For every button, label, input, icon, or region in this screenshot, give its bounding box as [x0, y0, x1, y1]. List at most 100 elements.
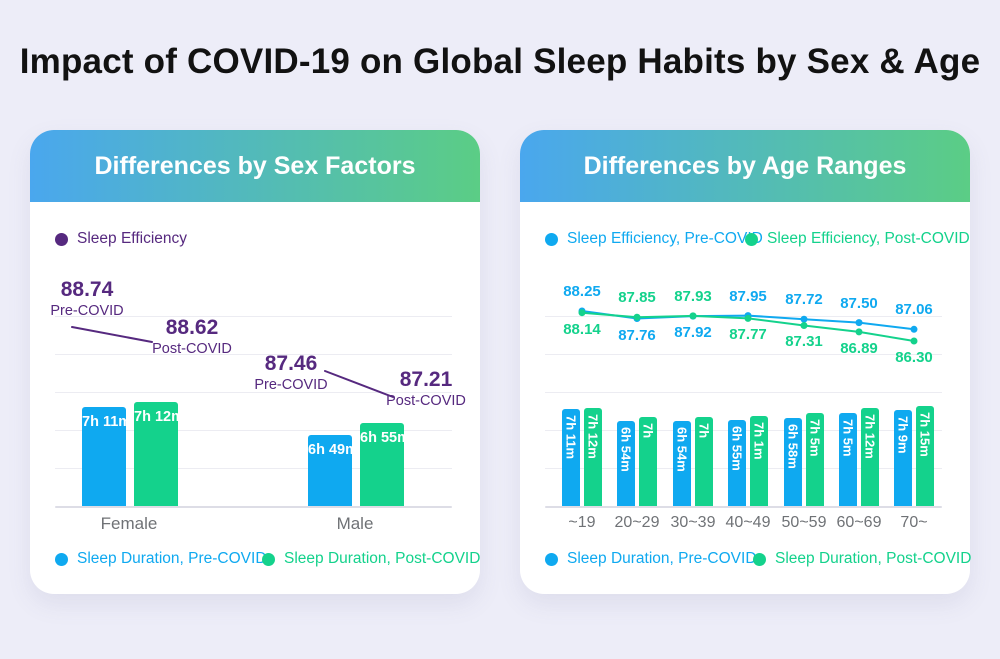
bar-duration-pre-covid: 6h 58m [784, 418, 802, 506]
efficiency-value-label-top: 87.93 [674, 287, 712, 305]
efficiency-value: 88.74 [60, 278, 114, 301]
sex-card-title: Differences by Sex Factors [94, 151, 416, 180]
efficiency-value-label-bottom: 87.31 [785, 333, 823, 351]
legend-dot-duration-post-covid [262, 552, 275, 566]
x-axis-label-age: 30~39 [670, 514, 716, 531]
bar-duration-pre-covid: 6h 49m [308, 435, 358, 506]
bar-duration-post-label: 7h [696, 423, 712, 439]
legend-dot-duration-pre-covid [545, 552, 558, 566]
legend-label-efficiency-post-covid: Sleep Efficiency, Post-COVID [767, 230, 970, 247]
bar-duration-post-covid: 7h [639, 417, 657, 506]
legend-item-sleep-efficiency: Sleep Efficiency [55, 230, 187, 248]
efficiency-value-label-top: 87.50 [840, 294, 878, 312]
efficiency-value-label-bottom: 87.92 [674, 324, 712, 342]
bar-duration-post-covid: 7h 12m [134, 402, 184, 506]
efficiency-value: 87.21 [399, 368, 453, 391]
bar-duration-pre-label: 6h 58m [785, 424, 801, 469]
efficiency-lines-svg [578, 307, 918, 345]
efficiency-value-label-bottom: 87.76 [618, 326, 656, 344]
legend-label-duration-post-covid: Sleep Duration, Post-COVID [775, 550, 972, 567]
bar-duration-pre-label: 7h 11m [563, 415, 579, 460]
bar-duration-pre-covid: 6h 54m [617, 421, 635, 506]
legend-item-efficiency-post-covid: Sleep Efficiency, Post-COVID [745, 230, 970, 248]
gridline [55, 316, 452, 317]
bar-duration-pre-label: 6h 54m [618, 427, 634, 472]
efficiency-value: 88.62 [165, 316, 219, 339]
x-axis-label-age: ~19 [568, 514, 596, 531]
legend-label-efficiency-pre-covid: Sleep Efficiency, Pre-COVID [567, 230, 763, 247]
bar-duration-post-label: 7h [640, 423, 656, 439]
bar-duration-post-label: 7h 12m [862, 414, 878, 459]
efficiency-line-post-covid-point [800, 322, 808, 329]
legend-item-efficiency-pre-covid: Sleep Efficiency, Pre-COVID [545, 230, 763, 248]
sex-chart: Sleep Efficiency 88.74 Pre-COVID 88.62 Post-… [30, 130, 480, 594]
efficiency-annotation: 88.62 Post-COVID [149, 316, 235, 357]
efficiency-value: 87.46 [264, 352, 318, 375]
gridline [545, 354, 942, 355]
bar-duration-post-label: 7h 1m [751, 422, 767, 460]
efficiency-value-label-bottom: 88.14 [563, 320, 601, 338]
bar-duration-pre-label: 6h 54m [674, 427, 690, 472]
bar-duration-pre-label: 6h 49m [308, 442, 358, 458]
legend-item-duration-post-covid: Sleep Duration, Post-COVID [262, 550, 480, 568]
efficiency-sublabel: Post-COVID [386, 393, 466, 409]
gridline [55, 430, 452, 431]
efficiency-value-label-bottom: 87.77 [729, 326, 767, 344]
efficiency-value-label-top: 87.72 [785, 291, 823, 309]
legend-dot-sleep-efficiency [55, 232, 68, 246]
legend-item-duration-pre-covid: Sleep Duration, Pre-COVID [545, 550, 757, 568]
legend-item-duration-post-covid: Sleep Duration, Post-COVID [753, 550, 971, 568]
bar-duration-pre-label: 7h 11m [82, 414, 132, 430]
sex-factors-card: Differences by Sex Factors Sleep Efficie… [30, 130, 480, 594]
bar-duration-pre-covid: 6h 54m [673, 421, 691, 506]
efficiency-line-post-covid-point [578, 309, 586, 317]
efficiency-annotation: 87.46 Pre-COVID [248, 352, 334, 393]
x-axis-label-age: 50~59 [781, 514, 827, 531]
x-axis-label-sex: Female [100, 514, 158, 533]
legend-dot-duration-pre-covid [55, 552, 68, 566]
efficiency-value-label-bottom: 86.30 [895, 349, 933, 367]
bar-duration-post-label: 7h 12m [134, 409, 184, 425]
efficiency-line-pre-covid-point [855, 319, 863, 327]
bar-duration-pre-covid: 7h 5m [839, 413, 857, 506]
efficiency-sublabel: Post-COVID [152, 341, 232, 357]
bar-duration-pre-covid: 7h 9m [894, 410, 912, 506]
efficiency-line-pre-covid-point [910, 325, 918, 333]
x-axis-line [55, 506, 452, 508]
efficiency-line-post-covid-point [689, 312, 697, 320]
bar-duration-post-label: 7h 5m [807, 419, 823, 457]
bar-duration-post-label: 6h 55m [360, 430, 410, 446]
efficiency-line-pre-covid-point [800, 315, 808, 323]
efficiency-line-segment [71, 326, 153, 343]
efficiency-value-label-top: 87.06 [895, 301, 933, 319]
bar-duration-post-label: 7h 12m [585, 414, 601, 459]
x-axis-label-sex: Male [336, 514, 374, 533]
bar-duration-pre-label: 7h 9m [895, 416, 911, 454]
bar-duration-pre-covid: 6h 55m [728, 420, 746, 506]
efficiency-value-label-top: 87.85 [618, 289, 656, 307]
legend-label-duration-pre-covid: Sleep Duration, Pre-COVID [77, 550, 267, 567]
efficiency-annotation: 87.21 Post-COVID [383, 368, 469, 409]
efficiency-sublabel: Pre-COVID [254, 377, 328, 393]
legend-label-duration-pre-covid: Sleep Duration, Pre-COVID [567, 550, 757, 567]
efficiency-line-segment [324, 370, 394, 398]
legend-label-sleep-efficiency: Sleep Efficiency [77, 230, 187, 247]
efficiency-value-label-top: 88.25 [563, 283, 601, 300]
efficiency-value-label-top: 87.95 [729, 287, 767, 305]
legend-dot-efficiency-post-covid [745, 232, 758, 246]
x-axis-label-age: 40~49 [725, 514, 771, 531]
legend-dot-efficiency-pre-covid [545, 232, 558, 246]
gridline [55, 468, 452, 469]
age-ranges-card: Differences by Age Ranges Sleep Efficien… [520, 130, 971, 594]
efficiency-line-post-covid-point [855, 328, 863, 336]
legend-dot-duration-post-covid [753, 552, 766, 566]
gridline [545, 392, 942, 393]
bar-duration-post-covid: 7h 5m [806, 413, 824, 506]
bar-duration-post-label: 7h 15m [917, 412, 933, 457]
bar-duration-post-covid: 7h 15m [916, 406, 934, 506]
age-card-header: Differences by Age Ranges [520, 130, 970, 202]
x-axis-line [545, 506, 942, 508]
legend-item-duration-pre-covid: Sleep Duration, Pre-COVID [55, 550, 267, 568]
efficiency-line-post-covid-point [744, 314, 752, 322]
gridline [55, 354, 452, 355]
